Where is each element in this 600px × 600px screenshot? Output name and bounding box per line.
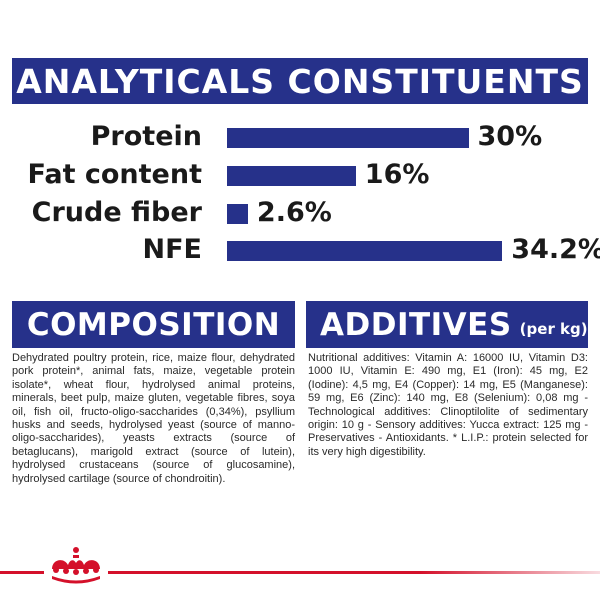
additives-banner: ADDITIVES (per kg)	[306, 301, 588, 348]
composition-banner: COMPOSITION	[12, 301, 295, 348]
row-label-fiber: Crude fiber	[31, 197, 202, 228]
bar-protein	[227, 128, 469, 148]
row-value-nfe: 34.2%	[511, 234, 600, 265]
composition-title: COMPOSITION	[26, 306, 281, 343]
row-value-fiber: 2.6%	[256, 197, 332, 228]
row-label-protein: Protein	[90, 121, 202, 152]
composition-text: Dehydrated poultry protein, rice, maize …	[12, 352, 295, 485]
brand-divider-line	[0, 571, 600, 574]
bar-nfe	[227, 241, 503, 261]
row-value-fat: 16%	[364, 159, 430, 190]
additives-title: ADDITIVES	[320, 306, 512, 343]
row-label-nfe: NFE	[142, 234, 202, 265]
row-label-fat: Fat content	[27, 159, 202, 190]
analyticals-banner: ANALYTICALS CONSTITUENTS	[12, 58, 588, 104]
crown-logo-icon	[44, 545, 108, 585]
additives-text: Nutritional additives: Vitamin A: 16000 …	[308, 352, 588, 458]
analyticals-title: ANALYTICALS CONSTITUENTS	[16, 61, 584, 101]
row-value-protein: 30%	[477, 121, 543, 152]
bar-fat	[227, 166, 356, 186]
bar-fiber	[227, 204, 248, 224]
additives-unit: (per kg)	[519, 319, 588, 338]
